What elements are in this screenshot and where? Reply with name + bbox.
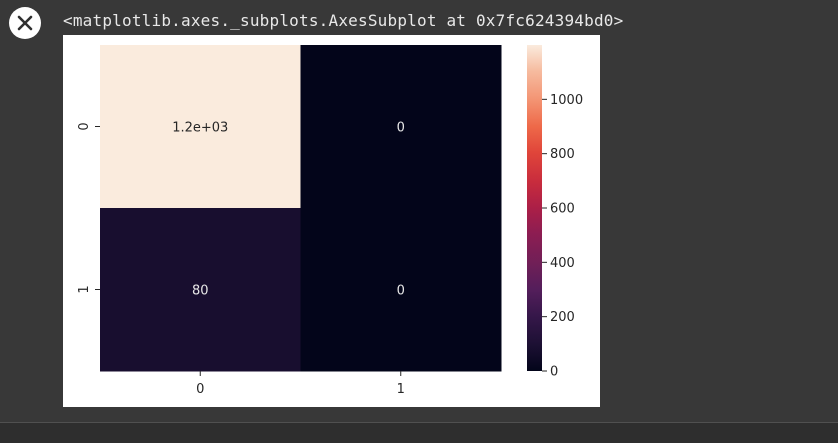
cell-annotation-1-1: 0 bbox=[397, 284, 405, 299]
colorbar bbox=[527, 45, 542, 371]
cell-gutter bbox=[0, 0, 56, 422]
heatmap-cell-0-1 bbox=[300, 45, 502, 209]
bottom-status-bar bbox=[0, 422, 838, 443]
cell-annotation-0-0: 1.2e+03 bbox=[172, 121, 228, 136]
heatmap-cell-0-0 bbox=[100, 45, 301, 209]
colorbar-tick-label: 1000 bbox=[550, 93, 583, 108]
cell-annotation-1-0: 80 bbox=[192, 284, 209, 299]
colorbar-tick-label: 0 bbox=[550, 365, 558, 380]
colorbar-tick-label: 800 bbox=[550, 147, 575, 162]
clear-output-button[interactable] bbox=[9, 7, 41, 39]
colorbar-tick-label: 400 bbox=[550, 256, 575, 271]
heatmap-cell-1-1 bbox=[300, 208, 502, 372]
colorbar-tick-label: 200 bbox=[550, 310, 575, 325]
y-tick-label: 0 bbox=[77, 122, 92, 130]
x-tick-label: 1 bbox=[397, 382, 405, 397]
cell-annotation-0-1: 0 bbox=[397, 121, 405, 136]
heatmap-cell-1-0 bbox=[100, 208, 301, 372]
close-icon bbox=[17, 15, 33, 31]
output-repr-text: <matplotlib.axes._subplots.AxesSubplot a… bbox=[63, 11, 624, 30]
y-tick-label: 1 bbox=[77, 285, 92, 293]
x-tick-label: 0 bbox=[196, 382, 204, 397]
colorbar-tick-label: 600 bbox=[550, 202, 575, 217]
